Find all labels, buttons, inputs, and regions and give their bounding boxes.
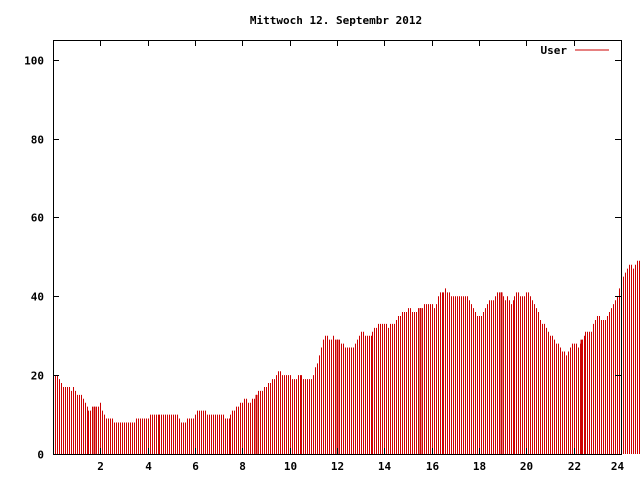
x-tick-label: 4: [145, 460, 152, 473]
legend-label-user: User: [541, 44, 568, 57]
x-tick-label: 24: [611, 460, 625, 473]
x-tick-label: 12: [331, 460, 344, 473]
y-tick-label: 100: [24, 55, 44, 68]
y-tick-label: 20: [31, 370, 44, 383]
x-tick-label: 18: [473, 460, 486, 473]
y-tick-label: 40: [31, 291, 44, 304]
chart-title: Mittwoch 12. Septembr 2012: [250, 14, 422, 27]
legend: User: [541, 44, 609, 57]
x-tick-label: 8: [239, 460, 246, 473]
bars-layer: [53, 260, 640, 454]
x-tick-label: 22: [568, 460, 581, 473]
y-tick-label: 60: [31, 212, 44, 225]
y-tick-label: 0: [37, 449, 44, 462]
x-tick-label: 16: [426, 460, 440, 473]
y-tick-label: 80: [31, 134, 44, 147]
x-tick-label: 10: [284, 460, 297, 473]
x-tick-label: 2: [97, 460, 104, 473]
x-tick-label: 20: [520, 460, 533, 473]
x-tick-label: 14: [378, 460, 392, 473]
x-tick-label: 6: [192, 460, 199, 473]
